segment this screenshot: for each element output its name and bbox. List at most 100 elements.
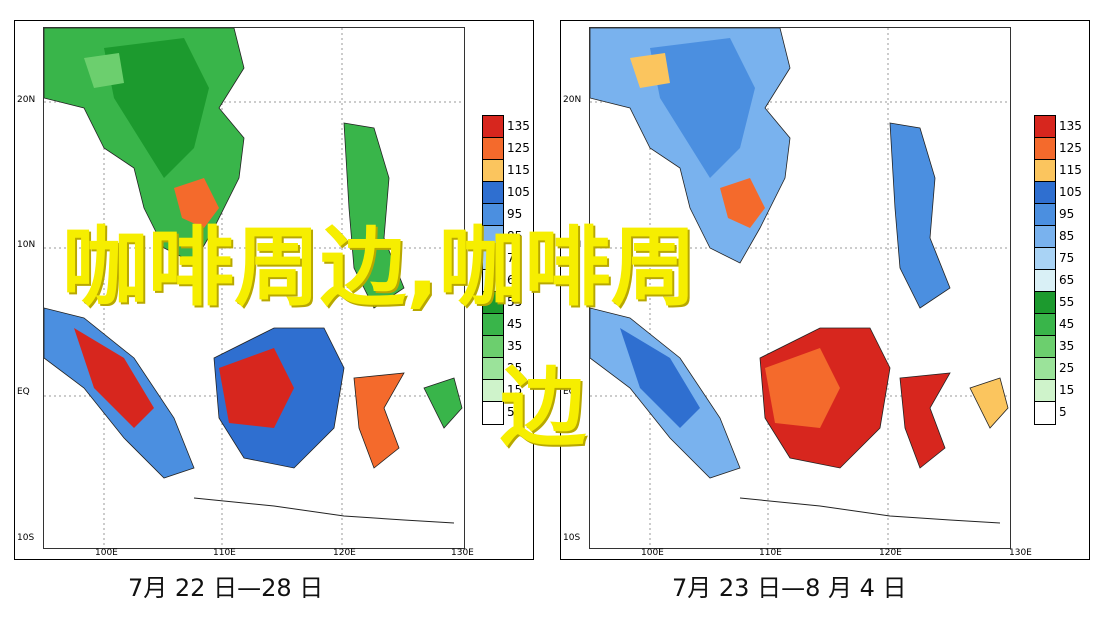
colorbar-swatch-45 xyxy=(1035,314,1055,336)
lon-label-110e: 110E xyxy=(213,548,236,558)
lon-label-110e: 110E xyxy=(759,548,782,558)
colorbar-swatch-15 xyxy=(483,380,503,402)
colorbar-label-25: 25 xyxy=(1059,361,1075,375)
colorbar-swatch-65 xyxy=(483,270,503,292)
colorbar-swatch-5 xyxy=(483,402,503,424)
colorbar-label-95: 95 xyxy=(1059,207,1075,221)
colorbar-label-65: 65 xyxy=(1059,273,1075,287)
colorbar-label-85: 85 xyxy=(1059,229,1075,243)
colorbar-left xyxy=(482,115,504,425)
colorbar-swatch-25 xyxy=(1035,358,1055,380)
map-panel-left: 20N 10N EQ 10S 100E 110E 120E 130E 135 12… xyxy=(14,20,534,560)
colorbar-label-75: 75 xyxy=(507,251,523,265)
lat-label-10s: 10S xyxy=(563,533,581,543)
colorbar-swatch-75 xyxy=(1035,248,1055,270)
colorbar-label-135: 135 xyxy=(507,119,530,133)
lon-label-100e: 100E xyxy=(641,548,664,558)
land-sulawesi xyxy=(353,372,405,469)
rain-field-north xyxy=(630,53,670,88)
colorbar-swatch-105 xyxy=(483,182,503,204)
lon-label-130e: 130E xyxy=(1009,548,1032,558)
lon-label-100e: 100E xyxy=(95,548,118,558)
colorbar-swatch-35 xyxy=(483,336,503,358)
map-panel-right: 20N 10N EQ 10S 100E 110E 120E 130E 135 12… xyxy=(560,20,1090,560)
colorbar-swatch-45 xyxy=(483,314,503,336)
coast-java xyxy=(193,497,455,524)
colorbar-swatch-135 xyxy=(1035,116,1055,138)
colorbar-label-105: 105 xyxy=(1059,185,1082,199)
rain-core-borneo xyxy=(219,348,294,428)
colorbar-label-45: 45 xyxy=(507,317,523,331)
colorbar-label-45: 45 xyxy=(1059,317,1075,331)
rain-core-sumatra xyxy=(74,328,154,428)
land-moluccas xyxy=(969,377,1009,429)
colorbar-label-125: 125 xyxy=(1059,141,1082,155)
colorbar-swatch-125 xyxy=(483,138,503,160)
land-philippines xyxy=(889,122,951,309)
colorbar-label-85: 85 xyxy=(507,229,523,243)
colorbar-swatch-95 xyxy=(483,204,503,226)
colorbar-label-15: 15 xyxy=(1059,383,1075,397)
colorbar-swatch-95 xyxy=(1035,204,1055,226)
lat-label-10n: 10N xyxy=(17,240,36,250)
colorbar-swatch-115 xyxy=(483,160,503,182)
colorbar-label-115: 115 xyxy=(1059,163,1082,177)
coast-java xyxy=(739,497,1001,524)
colorbar-swatch-5 xyxy=(1035,402,1055,424)
lat-label-eq: EQ xyxy=(17,387,30,397)
colorbar-swatch-105 xyxy=(1035,182,1055,204)
colorbar-labels-left: 135 125 115 105 95 85 75 65 55 45 35 25 15 5 xyxy=(507,115,530,423)
colorbar-swatch-85 xyxy=(1035,226,1055,248)
colorbar-label-5: 5 xyxy=(1059,405,1067,419)
map-area-right xyxy=(589,27,1011,549)
land-sulawesi xyxy=(899,372,951,469)
colorbar-label-135: 135 xyxy=(1059,119,1082,133)
lon-label-120e: 120E xyxy=(879,548,902,558)
colorbar-swatch-25 xyxy=(483,358,503,380)
rain-field-indochina xyxy=(650,38,755,178)
colorbar-swatch-75 xyxy=(483,248,503,270)
colorbar-swatch-35 xyxy=(1035,336,1055,358)
colorbar-label-55: 55 xyxy=(1059,295,1075,309)
colorbar-label-25: 25 xyxy=(507,361,523,375)
colorbar-label-15: 15 xyxy=(507,383,523,397)
lon-label-130e: 130E xyxy=(451,548,474,558)
colorbar-label-125: 125 xyxy=(507,141,530,155)
rain-field-north xyxy=(84,53,124,88)
colorbar-swatch-115 xyxy=(1035,160,1055,182)
lat-label-10n: 10N xyxy=(563,240,582,250)
map-area-left xyxy=(43,27,465,549)
rain-core-indochina xyxy=(720,178,765,228)
colorbar-label-35: 35 xyxy=(1059,339,1075,353)
lat-label-eq: EQ xyxy=(563,387,576,397)
colorbar-swatch-65 xyxy=(1035,270,1055,292)
caption-left: 7月 22 日—28 日 xyxy=(128,574,324,602)
rain-field-indochina xyxy=(104,38,209,178)
lon-label-120e: 120E xyxy=(333,548,356,558)
colorbar-swatch-55 xyxy=(483,292,503,314)
rain-core-borneo xyxy=(765,348,840,428)
colorbar-label-55: 55 xyxy=(507,295,523,309)
colorbar-label-35: 35 xyxy=(507,339,523,353)
lat-label-20n: 20N xyxy=(563,95,582,105)
lat-label-20n: 20N xyxy=(17,95,36,105)
land-moluccas xyxy=(423,377,463,429)
rain-core-sumatra xyxy=(620,328,700,428)
colorbar-label-115: 115 xyxy=(507,163,530,177)
land-philippines xyxy=(343,122,405,309)
colorbar-swatch-15 xyxy=(1035,380,1055,402)
colorbar-label-75: 75 xyxy=(1059,251,1075,265)
colorbar-swatch-135 xyxy=(483,116,503,138)
precip-map-left xyxy=(44,28,464,548)
lat-label-10s: 10S xyxy=(17,533,35,543)
colorbar-swatch-55 xyxy=(1035,292,1055,314)
colorbar-label-95: 95 xyxy=(507,207,523,221)
colorbar-label-105: 105 xyxy=(507,185,530,199)
colorbar-label-65: 65 xyxy=(507,273,523,287)
caption-right: 7月 23 日—8 月 4 日 xyxy=(672,574,907,602)
colorbar-swatch-85 xyxy=(483,226,503,248)
colorbar-right xyxy=(1034,115,1056,425)
rain-core-indochina xyxy=(174,178,219,228)
colorbar-swatch-125 xyxy=(1035,138,1055,160)
precip-map-right xyxy=(590,28,1010,548)
